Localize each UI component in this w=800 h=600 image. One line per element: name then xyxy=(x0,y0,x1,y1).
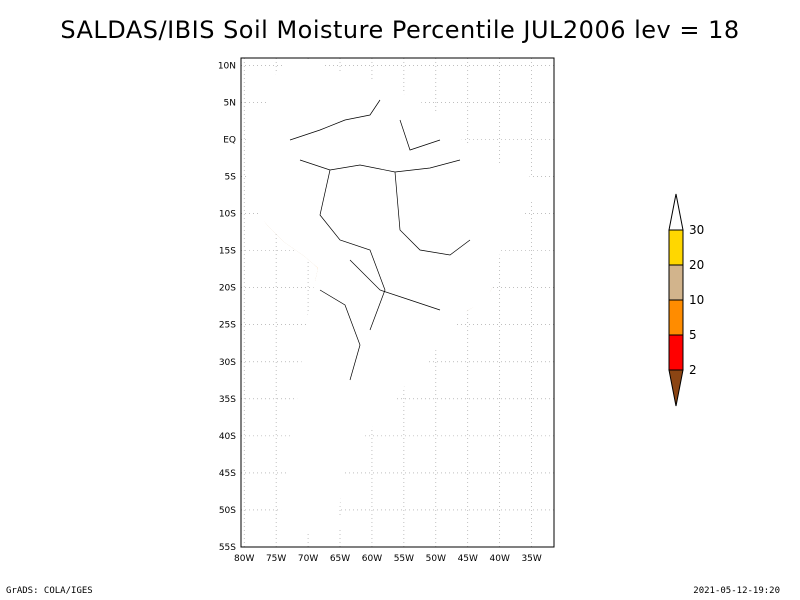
colorbar-over-30-triangle xyxy=(668,193,684,231)
lat-tick-label: 10N xyxy=(218,61,236,71)
lat-tick-label: 20S xyxy=(219,284,236,294)
colorbar-label-30: 30 xyxy=(689,223,704,237)
colorbar-legend: 30 20 10 5 2 xyxy=(668,193,704,407)
latitude-tick-labels: 10N 5N EQ 5S 10S 15S 20S 25S 30S 35S 40S 45S 50S 55S xyxy=(218,61,236,553)
footer-timestamp: 2021-05-12-19:20 xyxy=(693,586,780,596)
lon-tick-label: 75W xyxy=(266,554,286,564)
lon-tick-label: 45W xyxy=(458,554,478,564)
lon-tick-label: 60W xyxy=(362,554,382,564)
lon-tick-label: 80W xyxy=(234,554,254,564)
lon-tick-label: 65W xyxy=(330,554,350,564)
footer-credit: GrADS: COLA/IGES xyxy=(6,586,93,596)
lat-tick-label: 40S xyxy=(219,432,236,442)
lat-tick-label: 30S xyxy=(219,358,236,368)
lon-tick-label: 55W xyxy=(394,554,414,564)
colorbar-label-10: 10 xyxy=(689,293,704,307)
lon-tick-label: 70W xyxy=(298,554,318,564)
lat-tick-label: 45S xyxy=(219,469,236,479)
lon-tick-label: 50W xyxy=(426,554,446,564)
lat-tick-label: 5S xyxy=(225,173,237,183)
map-title: SALDAS/IBIS Soil Moisture Percentile JUL… xyxy=(60,16,740,44)
lat-tick-label: 50S xyxy=(219,506,236,516)
colorbar-20-30-swatch xyxy=(668,229,684,266)
lat-tick-label: 10S xyxy=(219,210,236,220)
longitude-tick-labels: 80W 75W 70W 65W 60W 55W 50W 45W 40W 35W xyxy=(234,554,542,564)
colorbar-label-5: 5 xyxy=(689,328,697,342)
colorbar-under-2-triangle xyxy=(668,369,684,407)
lat-tick-label: 35S xyxy=(219,395,236,405)
lat-tick-label: EQ xyxy=(223,136,236,146)
map-plot-area xyxy=(245,58,535,537)
map-frame xyxy=(240,57,555,548)
colorbar-10-20-swatch xyxy=(668,264,684,301)
lon-tick-label: 35W xyxy=(521,554,541,564)
lat-tick-label: 55S xyxy=(219,543,236,553)
lat-tick-label: 5N xyxy=(224,98,236,108)
colorbar-label-2: 2 xyxy=(689,363,697,377)
lat-tick-label: 15S xyxy=(219,247,236,257)
lon-tick-label: 40W xyxy=(490,554,510,564)
country-boundaries xyxy=(289,99,471,381)
colorbar-label-20: 20 xyxy=(689,258,704,272)
lat-tick-label: 25S xyxy=(219,321,236,331)
colorbar-2-5-swatch xyxy=(668,334,684,371)
colorbar-5-10-swatch xyxy=(668,299,684,336)
